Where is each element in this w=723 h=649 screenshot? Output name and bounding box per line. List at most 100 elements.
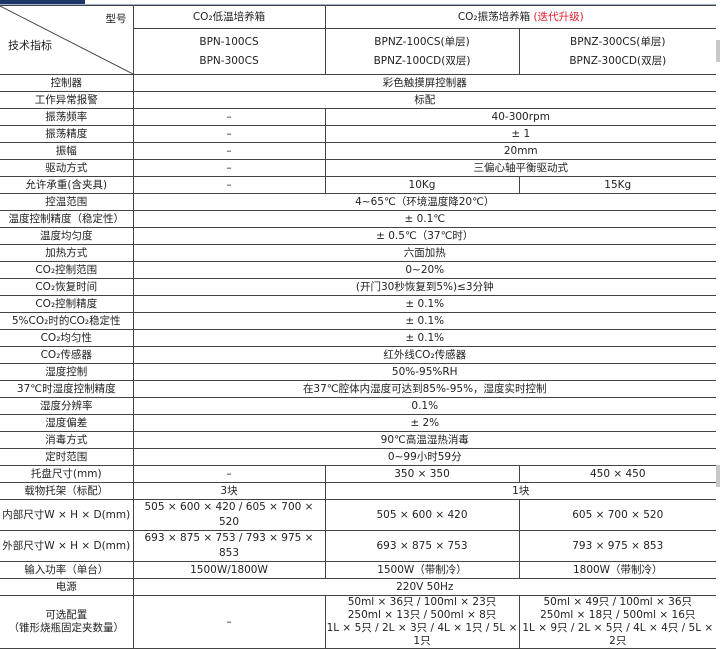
corner-spec-label: 技术指标 bbox=[8, 39, 52, 52]
value-cell: ± 2% bbox=[132, 414, 717, 432]
value-cell: 450 × 450 bbox=[518, 465, 717, 483]
value-cell: 在37℃腔体内湿度可达到85%-95%，湿度实时控制 bbox=[132, 380, 717, 398]
value-cell: 50ml × 36只 / 100ml × 23只 250ml × 13只 / 5… bbox=[324, 595, 520, 649]
table-row: 载物托架（标配） 3块 1块 bbox=[0, 482, 717, 500]
table-row: 工作异常报警 标配 bbox=[0, 91, 717, 109]
group-header-shaking: CO₂振荡培养箱 (迭代升级) bbox=[324, 5, 717, 29]
value-cell: – bbox=[132, 465, 326, 483]
table-row: 湿度偏差 ± 2% bbox=[0, 414, 717, 432]
value-cell: (开门30秒恢复到5%)≤3分钟 bbox=[132, 278, 717, 296]
value-cell: 0~20% bbox=[132, 261, 717, 279]
table-row: 湿度控制 50%-95%RH bbox=[0, 363, 717, 381]
header-row-models: BPN-100CS BPN-300CS BPNZ-100CS(单层) BPNZ-… bbox=[0, 28, 717, 75]
value-cell: – bbox=[132, 108, 326, 126]
row-label: 控制器 bbox=[0, 74, 134, 92]
table-row: 37℃时湿度控制精度 在37℃腔体内湿度可达到85%-95%，湿度实时控制 bbox=[0, 380, 717, 398]
value-cell: 1500W/1800W bbox=[132, 561, 326, 579]
table-row: 定时范围 0~99小时59分 bbox=[0, 448, 717, 466]
value-cell: 350 × 350 bbox=[324, 465, 520, 483]
value-cell: 50ml × 49只 / 100ml × 36只 250ml × 18只 / 5… bbox=[518, 595, 717, 649]
model-cell: BPN-100CS BPN-300CS bbox=[133, 28, 326, 75]
table-row: CO₂恢复时间 (开门30秒恢复到5%)≤3分钟 bbox=[0, 278, 717, 296]
right-edge-decoration bbox=[716, 40, 720, 62]
top-tab-decoration bbox=[0, 0, 85, 4]
spec-table: 型号 技术指标 CO₂低温培养箱 CO₂振荡培养箱 (迭代升级) BPN-100… bbox=[0, 5, 717, 649]
value-cell: 220V 50Hz bbox=[132, 578, 717, 596]
table-row: 控制器 彩色触摸屏控制器 bbox=[0, 74, 717, 92]
table-row: 驱动方式 – 三偏心轴平衡驱动式 bbox=[0, 159, 717, 177]
row-label: 控温范围 bbox=[0, 193, 134, 211]
row-label: 托盘尺寸(mm) bbox=[0, 465, 134, 483]
table-row: 控温范围 4~65℃（环境温度降20℃） bbox=[0, 193, 717, 211]
model-cell: BPNZ-100CS(单层) BPNZ-100CD(双层) bbox=[324, 28, 520, 75]
value-cell: – bbox=[132, 595, 326, 649]
table-row: 5%CO₂时的CO₂稳定性 ± 0.1% bbox=[0, 312, 717, 330]
row-label: CO₂控制范围 bbox=[0, 261, 134, 279]
iteration-tag: (迭代升级) bbox=[533, 10, 584, 23]
value-cell: 1500W（带制冷） bbox=[324, 561, 520, 579]
table-row: 消毒方式 90℃高温湿热消毒 bbox=[0, 431, 717, 449]
value-cell: 793 × 975 × 853 bbox=[518, 530, 717, 562]
row-label: 湿度控制 bbox=[0, 363, 134, 381]
value-cell: 六面加热 bbox=[132, 244, 717, 262]
value-cell: 1800W（带制冷） bbox=[518, 561, 717, 579]
row-label: 湿度分辨率 bbox=[0, 397, 134, 415]
value-cell: ± 0.1% bbox=[132, 329, 717, 347]
table-row: 温度控制精度（稳定性） ± 0.1℃ bbox=[0, 210, 717, 228]
table-row: 湿度分辨率 0.1% bbox=[0, 397, 717, 415]
value-cell: – bbox=[132, 176, 326, 194]
table-row: 振荡频率 –40-300rpm bbox=[0, 108, 717, 126]
row-label: 加热方式 bbox=[0, 244, 134, 262]
header-corner-cell: 型号 技术指标 bbox=[0, 5, 134, 75]
row-label: 内部尺寸W × H × D(mm) bbox=[0, 499, 134, 531]
table-row: 托盘尺寸(mm) –350 × 350 450 × 450 bbox=[0, 465, 717, 483]
row-label: 振荡精度 bbox=[0, 125, 134, 143]
top-border-line bbox=[0, 4, 716, 5]
row-label: CO₂均匀性 bbox=[0, 329, 134, 347]
table-row: CO₂控制范围 0~20% bbox=[0, 261, 717, 279]
row-label: 允许承重(含夹具) bbox=[0, 176, 134, 194]
group-header-shaking-title: CO₂振荡培养箱 bbox=[457, 10, 531, 23]
value-cell: 标配 bbox=[132, 91, 717, 109]
value-cell: – bbox=[132, 142, 326, 160]
row-label: CO₂恢复时间 bbox=[0, 278, 134, 296]
header-row-groups: 型号 技术指标 CO₂低温培养箱 CO₂振荡培养箱 (迭代升级) bbox=[0, 5, 717, 75]
row-label: 电源 bbox=[0, 578, 134, 596]
row-label: 湿度偏差 bbox=[0, 414, 134, 432]
table-row: CO₂控制精度 ± 0.1% bbox=[0, 295, 717, 313]
value-cell: – bbox=[132, 159, 326, 177]
row-label: CO₂控制精度 bbox=[0, 295, 134, 313]
value-cell: 505 × 600 × 420 / 605 × 700 × 520 bbox=[132, 499, 326, 531]
table-row: 输入功率（单台） 1500W/1800W 1500W（带制冷） 1800W（带制冷） bbox=[0, 561, 717, 579]
value-cell: – bbox=[132, 125, 326, 143]
value-cell: ± 1 bbox=[324, 125, 717, 143]
value-cell: 15Kg bbox=[518, 176, 717, 194]
row-label: 5%CO₂时的CO₂稳定性 bbox=[0, 312, 134, 330]
corner-model-label: 型号 bbox=[105, 13, 127, 25]
value-cell: 0.1% bbox=[132, 397, 717, 415]
row-label: 外部尺寸W × H × D(mm) bbox=[0, 530, 134, 562]
value-cell: ± 0.1% bbox=[132, 312, 717, 330]
row-label: 振幅 bbox=[0, 142, 134, 160]
group-header-low-temp: CO₂低温培养箱 bbox=[132, 5, 326, 29]
value-cell: 505 × 600 × 420 bbox=[324, 499, 520, 531]
value-cell: 10Kg bbox=[324, 176, 520, 194]
right-edge-decoration bbox=[716, 465, 720, 487]
row-label: 载物托架（标配） bbox=[0, 482, 134, 500]
value-cell: 红外线CO₂传感器 bbox=[132, 346, 717, 364]
value-cell: 三偏心轴平衡驱动式 bbox=[324, 159, 717, 177]
row-label: 37℃时湿度控制精度 bbox=[0, 380, 134, 398]
value-cell: 4~65℃（环境温度降20℃） bbox=[132, 193, 717, 211]
row-label: 驱动方式 bbox=[0, 159, 134, 177]
table-row: 电源 220V 50Hz bbox=[0, 578, 717, 596]
row-label: 温度控制精度（稳定性） bbox=[0, 210, 134, 228]
row-label: 定时范围 bbox=[0, 448, 134, 466]
table-row: 内部尺寸W × H × D(mm) 505 × 600 × 420 / 605 ×… bbox=[0, 499, 717, 531]
row-label: 可选配置 （锥形烧瓶固定夹数量） bbox=[0, 595, 134, 649]
value-cell: ± 0.5℃（37℃时） bbox=[132, 227, 717, 245]
value-cell: 693 × 875 × 753 bbox=[324, 530, 520, 562]
value-cell: 20mm bbox=[324, 142, 717, 160]
value-cell: ± 0.1% bbox=[132, 295, 717, 313]
table-row: 允许承重(含夹具) –10Kg 15Kg bbox=[0, 176, 717, 194]
value-cell: ± 0.1℃ bbox=[132, 210, 717, 228]
